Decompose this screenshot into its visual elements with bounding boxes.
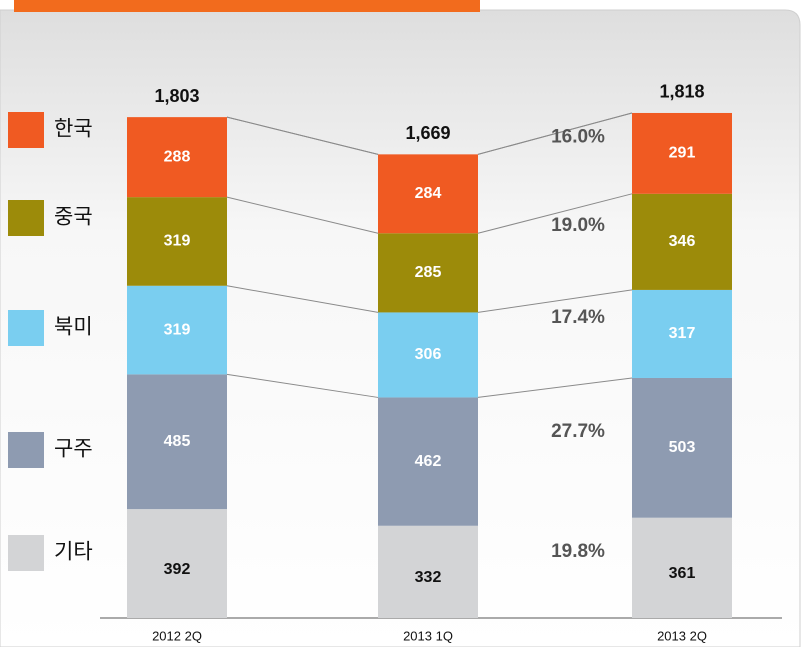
segment-label: 361 <box>669 565 696 582</box>
connector-line <box>226 285 379 313</box>
segment-label: 317 <box>669 325 696 342</box>
segment-label: 462 <box>415 453 442 470</box>
bar-segment <box>378 312 478 398</box>
share-label: 17.4% <box>551 307 605 328</box>
segment-label: 332 <box>415 569 442 586</box>
share-label: 19.0% <box>551 215 605 236</box>
connector-line <box>477 377 633 398</box>
bar-segment <box>127 285 227 375</box>
connector-line <box>477 193 633 234</box>
connector-line <box>477 289 633 313</box>
segment-label: 392 <box>164 561 191 578</box>
segment-label: 288 <box>164 148 191 165</box>
bar-segment <box>632 289 732 378</box>
segment-label: 346 <box>669 233 696 250</box>
bar-segment <box>127 509 227 618</box>
connector-line <box>226 373 379 398</box>
legend-swatch <box>8 310 44 346</box>
share-label: 27.7% <box>551 421 605 442</box>
bar-segment <box>378 233 478 313</box>
total-label: 1,669 <box>405 123 450 143</box>
segment-label: 485 <box>164 433 191 450</box>
legend-label: 북미 <box>54 316 93 339</box>
bar-segment <box>127 197 227 286</box>
segment-label: 284 <box>415 185 442 202</box>
share-label: 19.8% <box>551 541 605 562</box>
legend-label: 기타 <box>54 541 93 564</box>
legend-swatch <box>8 535 44 571</box>
bar-segment <box>378 525 478 618</box>
connector-line <box>226 196 379 234</box>
bar-segment <box>632 193 732 290</box>
segment-label: 291 <box>669 145 696 162</box>
bar-segment <box>127 374 227 510</box>
bar-segment <box>127 117 227 198</box>
bar-segment <box>378 397 478 526</box>
bar-segment <box>632 377 732 518</box>
segment-label: 503 <box>669 439 696 456</box>
segment-label: 319 <box>164 233 191 250</box>
legend-label: 중국 <box>54 206 93 229</box>
x-tick-label: 2013 1Q <box>403 628 453 643</box>
legend-swatch <box>8 200 44 236</box>
x-tick-label: 2013 2Q <box>657 628 707 643</box>
header-bar <box>14 0 480 12</box>
legend-label: 한국 <box>54 118 93 141</box>
share-label: 16.0% <box>551 126 605 147</box>
legend-swatch <box>8 432 44 468</box>
connector-line <box>477 112 633 155</box>
bar-segment <box>632 112 732 194</box>
total-label: 1,803 <box>154 86 199 106</box>
bar-segment <box>632 517 732 618</box>
segment-label: 306 <box>415 346 442 363</box>
legend-swatch <box>8 112 44 148</box>
bar-segment <box>378 154 478 234</box>
segment-label: 285 <box>415 264 442 281</box>
segment-label: 319 <box>164 321 191 338</box>
connector-line <box>226 116 379 155</box>
total-label: 1,818 <box>659 82 704 102</box>
x-tick-label: 2012 2Q <box>152 628 202 643</box>
legend-label: 구주 <box>54 438 93 461</box>
